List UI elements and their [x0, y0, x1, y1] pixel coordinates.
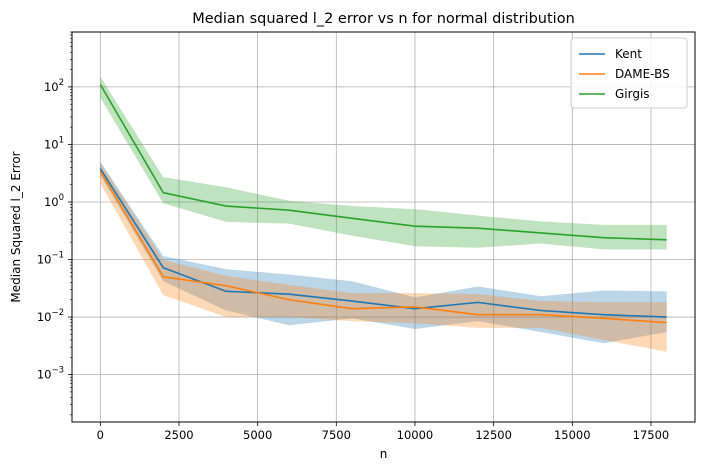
- legend: Kent DAME-BS Girgis: [570, 37, 688, 109]
- legend-box: [570, 37, 688, 109]
- x-axis: 0 2500 5000 7500 10000 12500 15000 17500: [97, 422, 670, 442]
- legend-label-dame-bs: DAME-BS: [615, 67, 670, 81]
- x-tick-label: 2500: [164, 428, 193, 442]
- series-lines: [99, 84, 667, 324]
- x-tick-label: 12500: [475, 428, 512, 442]
- plot-frame: [71, 31, 696, 423]
- y-tick-label: 10−2: [37, 308, 64, 324]
- y-axis-label: Median Squared l_2 Error: [9, 151, 23, 302]
- y-tick-label: 101: [44, 135, 64, 151]
- x-tick-label: 15000: [554, 428, 591, 442]
- x-tick-label: 5000: [243, 428, 272, 442]
- y-tick-label: 100: [44, 193, 64, 209]
- band-dame-bs: [100, 162, 667, 352]
- band-girgis: [100, 76, 667, 250]
- y-tick-label: 10−3: [37, 366, 64, 382]
- x-tick-label: 10000: [397, 428, 434, 442]
- legend-label-kent: Kent: [615, 47, 642, 61]
- line-girgis: [99, 84, 667, 241]
- y-tick-label: 10−1: [37, 251, 64, 267]
- x-axis-label: n: [380, 447, 388, 461]
- band-kent: [100, 161, 667, 344]
- legend-label-girgis: Girgis: [615, 87, 650, 101]
- line-kent: [99, 168, 667, 318]
- chart-title: Median squared l_2 error vs n for normal…: [192, 11, 575, 27]
- y-axis: 10−3 10−2 10−1 100 101 102: [37, 31, 72, 416]
- x-tick-label: 7500: [322, 428, 351, 442]
- line-dame-bs: [99, 170, 667, 324]
- y-tick-label: 102: [44, 78, 64, 94]
- x-tick-label: 0: [97, 428, 104, 442]
- x-tick-label: 17500: [633, 428, 670, 442]
- confidence-bands: [100, 76, 667, 352]
